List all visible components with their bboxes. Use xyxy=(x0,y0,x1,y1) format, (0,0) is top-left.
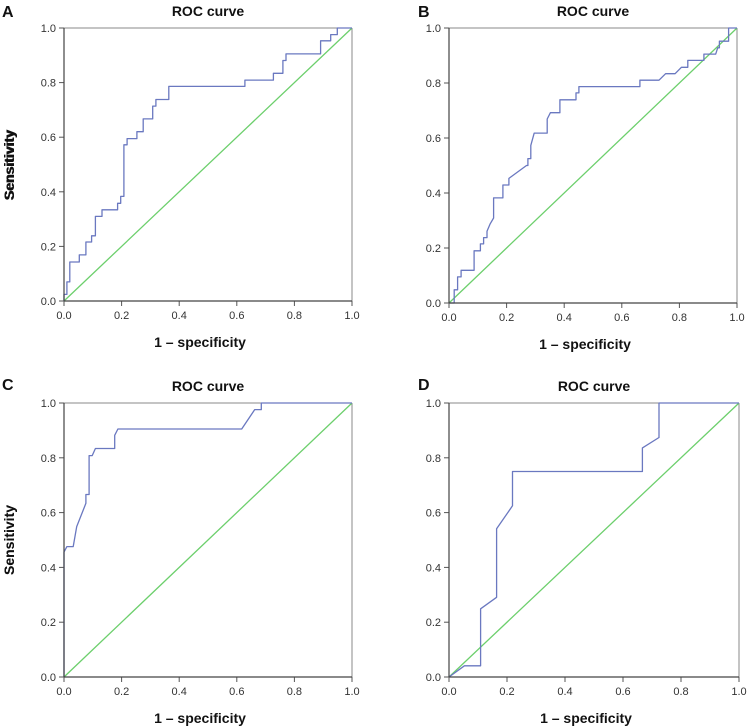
panel-b: B ROC curve 0.0 0.2 0.4 0.6 0.8 1.0 0.0 0.2 0.4 0.6… xyxy=(1,3,745,352)
x-tick-label: 0.8 xyxy=(287,686,302,698)
x-tick-label: 0.8 xyxy=(672,312,687,324)
y-tick-label: 0.4 xyxy=(426,188,441,200)
y-tick-label: 0.8 xyxy=(426,453,441,465)
x-axis-label: 1 – specificity xyxy=(539,336,631,352)
reference-diagonal-line xyxy=(63,402,353,678)
chart-title: ROC curve xyxy=(172,3,245,19)
x-tick-label: 0.4 xyxy=(557,686,572,698)
x-tick-label: 0.6 xyxy=(614,312,629,324)
x-tick-label: 0.8 xyxy=(287,310,302,322)
x-tick-label: 0.8 xyxy=(673,686,688,698)
y-tick-label: 0.8 xyxy=(41,78,56,90)
y-tick-label: 0.2 xyxy=(426,243,441,255)
x-axis-label: 1 – specificity xyxy=(154,334,246,350)
x-tick-label: 1.0 xyxy=(344,686,359,698)
x-tick-label: 1.0 xyxy=(731,686,746,698)
y-axis-label: Sensitivity xyxy=(1,129,17,199)
x-tick-label: 0.4 xyxy=(172,686,187,698)
y-tick-label: 1.0 xyxy=(41,23,56,35)
x-axis-label: 1 – specificity xyxy=(154,710,246,726)
y-axis-label: Sensitivity xyxy=(1,505,17,575)
y-tick-label: 0.2 xyxy=(426,617,441,629)
reference-diagonal-line xyxy=(448,27,738,304)
x-tick-label: 0.2 xyxy=(114,686,129,698)
y-tick-label: 0.0 xyxy=(426,672,441,684)
y-tick-label: 0.8 xyxy=(41,453,56,465)
y-tick-label: 1.0 xyxy=(41,398,56,410)
x-tick-label: 0.0 xyxy=(56,310,71,322)
x-tick-label: 0.0 xyxy=(56,686,71,698)
y-tick-label: 0.0 xyxy=(426,298,441,310)
reference-diagonal-line xyxy=(448,402,740,678)
y-tick-label: 0.0 xyxy=(41,672,56,684)
y-tick-label: 0.4 xyxy=(426,562,441,574)
x-axis-label: 1 – specificity xyxy=(540,710,632,726)
y-tick-label: 0.6 xyxy=(41,132,56,144)
x-tick-label: 1.0 xyxy=(344,310,359,322)
x-tick-label: 0.6 xyxy=(229,310,244,322)
roc-curve-line xyxy=(63,27,352,301)
x-tick-label: 0.2 xyxy=(499,312,514,324)
y-tick-label: 0.4 xyxy=(41,187,56,199)
x-tick-label: 0.2 xyxy=(499,686,514,698)
y-tick-label: 0.8 xyxy=(426,78,441,90)
y-tick-label: 0.4 xyxy=(41,562,56,574)
x-tick-label: 0.6 xyxy=(615,686,630,698)
y-tick-label: 0.2 xyxy=(41,617,56,629)
panel-letter: B xyxy=(418,4,430,21)
reference-diagonal-line xyxy=(63,27,353,302)
y-tick-label: 1.0 xyxy=(426,398,441,410)
panel-d: D ROC curve 0.0 0.2 0.4 0.6 0.8 1.0 0.0 0.2 0.4 0.6… xyxy=(1,377,747,726)
panel-letter: A xyxy=(2,4,14,21)
x-tick-label: 0.4 xyxy=(557,312,572,324)
x-tick-label: 0.0 xyxy=(441,686,456,698)
roc-curve-line xyxy=(449,27,737,304)
panel-letter: D xyxy=(418,377,430,394)
y-tick-label: 0.0 xyxy=(41,296,56,308)
x-tick-label: 0.6 xyxy=(229,686,244,698)
x-tick-label: 1.0 xyxy=(729,312,744,324)
chart-title: ROC curve xyxy=(172,378,245,394)
roc-curve-line xyxy=(63,402,352,677)
x-tick-label: 0.0 xyxy=(441,312,456,324)
x-tick-label: 0.2 xyxy=(114,310,129,322)
chart-title: ROC curve xyxy=(558,378,631,394)
chart-title: ROC curve xyxy=(557,3,630,19)
y-axis-label: Sensitivity xyxy=(1,505,17,575)
y-tick-label: 0.6 xyxy=(426,508,441,520)
y-tick-label: 0.6 xyxy=(41,508,56,520)
y-tick-label: 1.0 xyxy=(426,23,441,35)
y-tick-label: 0.2 xyxy=(41,241,56,253)
panel-letter: C xyxy=(2,377,14,394)
y-tick-label: 0.6 xyxy=(426,133,441,145)
panel-c: C ROC curve 0.0 0.2 0.4 0.6 0.8 1.0 0.0 0.2 0.4 0.6… xyxy=(1,377,360,726)
panel-a: A ROC curve 0.0 0.2 0.4 0.6 0.8 1.0 0.0 0.2 0.4 0.6… xyxy=(1,3,360,350)
y-axis-label: Sensitivity xyxy=(1,130,17,200)
roc-curve-line xyxy=(448,402,739,678)
x-tick-label: 0.4 xyxy=(172,310,187,322)
